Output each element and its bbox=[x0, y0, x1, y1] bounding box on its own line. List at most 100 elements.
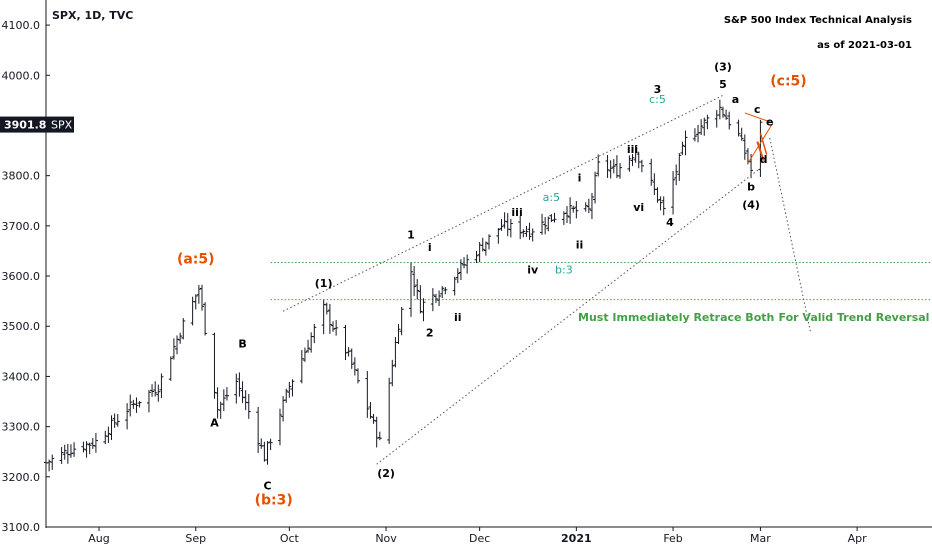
ohlc-bar bbox=[521, 229, 526, 238]
ohlc-bar bbox=[462, 257, 467, 269]
ohlc-bar bbox=[84, 441, 89, 458]
ohlc-bar bbox=[658, 196, 663, 211]
y-tick-label: 3200.0 bbox=[2, 471, 41, 484]
ohlc-bar bbox=[474, 250, 479, 264]
ohlc-bar bbox=[346, 347, 351, 357]
ohlc-bar bbox=[677, 153, 682, 181]
wave-label: 3 bbox=[654, 83, 662, 96]
ohlc-bar bbox=[596, 154, 601, 177]
ohlc-bar bbox=[717, 99, 722, 120]
ohlc-bar bbox=[727, 111, 732, 130]
y-tick-label: 3500.0 bbox=[2, 320, 41, 333]
ohlc-bar bbox=[65, 443, 70, 464]
y-tick-label: 4100.0 bbox=[2, 19, 41, 32]
ohlc-bar bbox=[234, 373, 239, 404]
ohlc-bar bbox=[221, 389, 226, 412]
ohlc-bar bbox=[502, 212, 507, 229]
ohlc-bar bbox=[377, 431, 382, 441]
ohlc-bar bbox=[702, 117, 707, 136]
chart-subtitle: as of 2021-03-01 bbox=[817, 40, 912, 51]
ohlc-bar bbox=[368, 402, 373, 419]
ohlc-bar bbox=[421, 298, 426, 322]
ohlc-bar bbox=[742, 134, 747, 160]
ohlc-bar bbox=[724, 109, 729, 120]
ohlc-bar bbox=[586, 198, 591, 214]
ohlc-bar bbox=[409, 262, 414, 317]
ohlc-bar bbox=[465, 254, 470, 274]
y-tick-label: 4000.0 bbox=[2, 69, 41, 82]
ohlc-bar bbox=[739, 127, 744, 141]
ohlc-bar bbox=[415, 279, 420, 300]
ohlc-bar bbox=[212, 332, 217, 399]
symbol-header: SPX, 1D, TVC bbox=[52, 9, 133, 22]
ohlc-bar bbox=[287, 381, 292, 398]
ohlc-bar bbox=[203, 302, 208, 336]
ohlc-bar bbox=[256, 406, 261, 454]
ohlc-bar bbox=[277, 408, 282, 446]
wave-label: e bbox=[766, 115, 773, 128]
ohlc-bar bbox=[393, 336, 398, 368]
wave-label: iv bbox=[527, 264, 539, 277]
ohlc-bar bbox=[705, 114, 710, 130]
ohlc-bar bbox=[499, 218, 504, 231]
ohlc-bar bbox=[181, 318, 186, 340]
ohlc-bar bbox=[736, 119, 741, 137]
ohlc-bar bbox=[196, 284, 201, 304]
ohlc-bar bbox=[109, 415, 114, 440]
ohlc-bar bbox=[371, 413, 376, 424]
wave-label: (3) bbox=[714, 60, 732, 73]
x-tick-label: Sep bbox=[185, 532, 206, 545]
ohlc-bar bbox=[193, 294, 198, 310]
ohlc-bar bbox=[430, 288, 435, 312]
price-badge-value: 3901.8 bbox=[4, 119, 46, 132]
ohlc-bar bbox=[458, 259, 463, 280]
wave-wedge-line bbox=[747, 122, 774, 164]
ohlc-bar bbox=[324, 302, 329, 315]
ohlc-bar bbox=[331, 321, 336, 332]
ohlc-bar bbox=[440, 286, 445, 299]
ohlc-bar bbox=[639, 159, 644, 173]
wave-label: i bbox=[578, 172, 582, 185]
x-tick-label: Mar bbox=[750, 532, 771, 545]
ohlc-bar bbox=[306, 339, 311, 353]
ohlc-bar bbox=[103, 430, 108, 445]
ohlc-bar bbox=[655, 187, 660, 203]
ohlc-bar bbox=[437, 290, 442, 306]
y-tick-label: 3700.0 bbox=[2, 220, 41, 233]
wave-label: b:3 bbox=[555, 264, 573, 277]
ohlc-bar bbox=[125, 403, 130, 430]
wave-label: iii bbox=[511, 206, 522, 219]
ohlc-bar bbox=[90, 437, 95, 449]
wave-label: A bbox=[210, 417, 219, 430]
note-label: For Valid Trend Reversal bbox=[779, 311, 930, 324]
x-tick-label: 2021 bbox=[561, 532, 592, 545]
y-tick-label: 3400.0 bbox=[2, 370, 41, 383]
ohlc-bar bbox=[312, 323, 317, 344]
ohlc-bar bbox=[568, 197, 573, 224]
ohlc-bar bbox=[93, 432, 98, 453]
ohlc-bar bbox=[365, 371, 370, 418]
wave-label: ii bbox=[576, 238, 584, 251]
wave-label: (c:5) bbox=[770, 73, 806, 89]
ohlc-bar bbox=[618, 163, 623, 179]
ohlc-bar bbox=[243, 390, 248, 411]
ohlc-bar bbox=[284, 388, 289, 403]
ohlc-bar bbox=[178, 332, 183, 344]
ohlc-bar bbox=[327, 303, 332, 334]
ohlc-bar bbox=[265, 441, 270, 465]
ohlc-bar bbox=[627, 155, 632, 172]
ohlc-bar bbox=[224, 387, 229, 401]
ohlc-bar bbox=[81, 441, 86, 453]
ohlc-bar bbox=[334, 320, 339, 336]
ohlc-bar bbox=[246, 394, 251, 419]
wave-label: d bbox=[760, 153, 768, 166]
ohlc-bar bbox=[355, 368, 360, 384]
ohlc-bar bbox=[106, 426, 111, 444]
ohlc-bar bbox=[156, 384, 161, 402]
ohlc-bar bbox=[452, 276, 457, 296]
wave-label: 2 bbox=[426, 326, 434, 339]
wave-label: c:5 bbox=[649, 93, 666, 106]
ohlc-bar bbox=[302, 347, 307, 362]
ohlc-bar bbox=[268, 438, 273, 451]
